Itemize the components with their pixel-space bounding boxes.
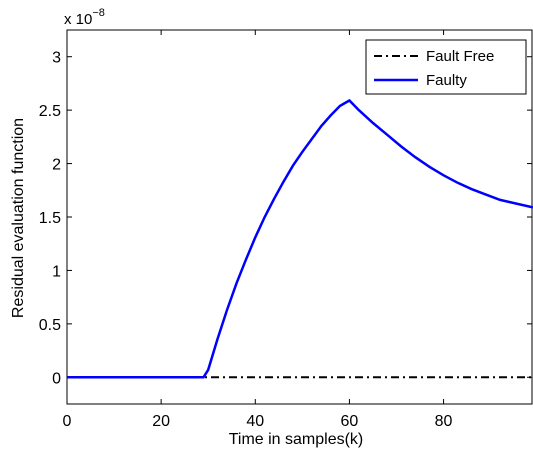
y-tick-label: 3: [52, 50, 61, 67]
y-tick-label: 1.5: [39, 210, 61, 227]
y-tick-label: 0.5: [39, 317, 61, 334]
series-line-faulty: [67, 98, 533, 379]
y-multiplier-exponent: −8: [92, 7, 105, 19]
y-multiplier-label: x 10−8: [64, 7, 105, 28]
y-tick-label: 2.5: [39, 103, 61, 120]
x-tick-label: 60: [341, 413, 359, 430]
legend: Fault Free Faulty: [365, 39, 527, 95]
series-layer: [67, 98, 533, 379]
y-axis-label: Residual evaluation function: [10, 118, 27, 318]
legend-label-fault-free: Fault Free: [426, 48, 494, 65]
y-tick-label: 2: [52, 157, 61, 174]
y-tick-label: 1: [52, 263, 61, 280]
y-multiplier-base: x 10: [64, 11, 92, 28]
x-tick-label: 80: [435, 413, 453, 430]
legend-label-faulty: Faulty: [426, 72, 467, 89]
x-tick-label: 40: [246, 413, 264, 430]
y-tick-label: 0: [52, 370, 61, 387]
x-axis-label: Time in samples(k): [229, 431, 364, 448]
legend-box: [365, 39, 527, 95]
x-tick-label: 20: [152, 413, 170, 430]
x-tick-label: 0: [63, 413, 72, 430]
